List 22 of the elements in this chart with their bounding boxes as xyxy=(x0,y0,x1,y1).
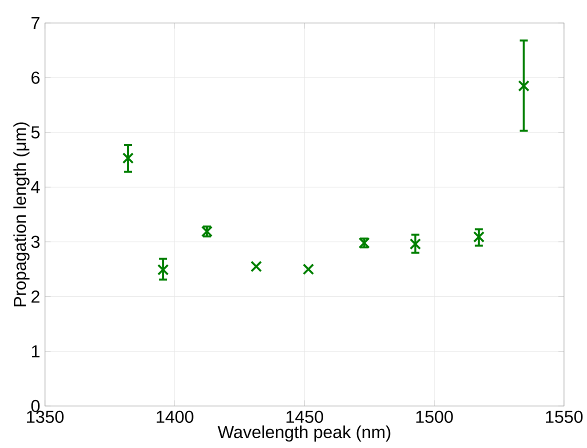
y-tick-label: 4 xyxy=(31,181,40,194)
point xyxy=(157,264,169,276)
point xyxy=(473,231,485,243)
y-tick-label: 6 xyxy=(32,72,40,84)
point xyxy=(302,263,314,275)
x-tick-label: 1450 xyxy=(286,410,324,423)
y-tick-label: 3 xyxy=(31,236,40,248)
point xyxy=(410,238,422,250)
point xyxy=(518,80,530,92)
x-tick-label: 1500 xyxy=(416,410,453,423)
point xyxy=(250,260,262,272)
x-axis-title: Wavelength peak (nm) xyxy=(218,425,390,442)
x-tick-label: 1350 xyxy=(27,410,64,423)
x-tick-label: 1550 xyxy=(546,410,583,423)
y-tick-label: 5 xyxy=(31,126,40,138)
y-tick-label: 0 xyxy=(31,400,40,412)
y-tick-label: 1 xyxy=(32,345,40,358)
y-tick-label: 2 xyxy=(32,290,40,303)
y-tick-label: 7 xyxy=(32,17,40,29)
point xyxy=(122,152,134,164)
x-tick-label: 1400 xyxy=(156,410,194,423)
y-axis-title: Propagation length (μm) xyxy=(13,122,30,306)
